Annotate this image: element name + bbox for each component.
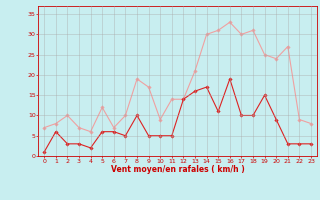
X-axis label: Vent moyen/en rafales ( km/h ): Vent moyen/en rafales ( km/h ) [111,165,244,174]
